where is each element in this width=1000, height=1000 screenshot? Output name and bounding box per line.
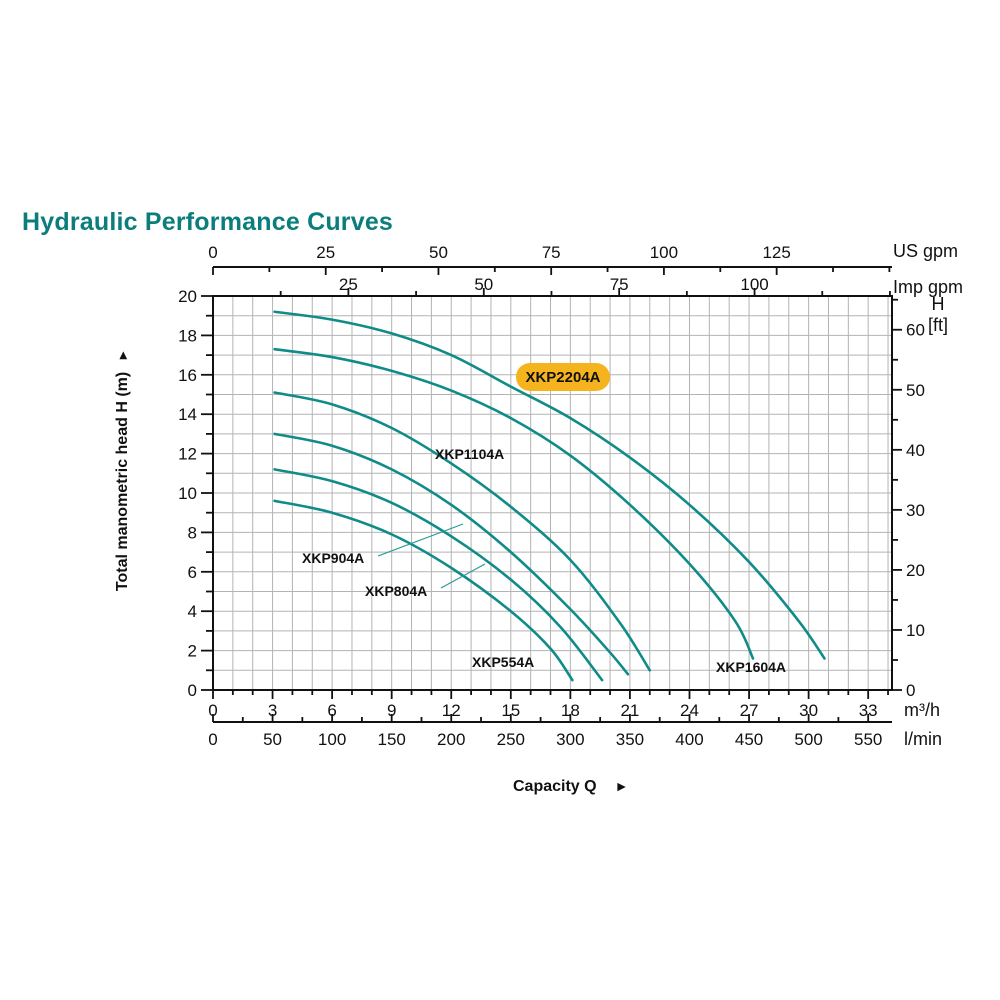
axis-unit-m3h: m³/h [904, 700, 940, 720]
tick-label-m3h: 24 [680, 701, 699, 720]
tick-label-h_m: 14 [178, 405, 197, 424]
tick-label-us_gpm: 125 [762, 243, 790, 262]
curve-xkp1604a [273, 347, 755, 660]
tick-label-imp_gpm: 75 [610, 275, 629, 294]
series-label-xkp1604a: XKP1604A [716, 659, 786, 675]
series-label-xkp804a: XKP804A [365, 583, 427, 599]
tick-label-h_ft: 0 [906, 681, 915, 700]
tick-label-us_gpm: 50 [429, 243, 448, 262]
right-axis-title: H [932, 294, 945, 314]
tick-label-h_ft: 40 [906, 441, 925, 460]
tick-label-lmin: 550 [854, 730, 882, 749]
axis-unit-imp_gpm: Imp gpm [893, 277, 963, 297]
plot-grid [213, 296, 892, 690]
y-axis-arrow-icon: ► [115, 349, 130, 362]
tick-label-lmin: 150 [377, 730, 405, 749]
curve-xkp804a [273, 468, 604, 682]
tick-label-m3h: 12 [442, 701, 461, 720]
tick-label-lmin: 450 [735, 730, 763, 749]
tick-label-us_gpm: 100 [650, 243, 678, 262]
right-axis-title: [ft] [928, 315, 948, 335]
tick-label-h_m: 16 [178, 366, 197, 385]
tick-label-h_m: 6 [188, 563, 197, 582]
tick-label-lmin: 500 [794, 730, 822, 749]
axis-unit-lmin: l/min [904, 729, 942, 749]
tick-label-m3h: 33 [859, 701, 878, 720]
curve-xkp904a [273, 432, 630, 676]
tick-label-lmin: 350 [616, 730, 644, 749]
tick-label-lmin: 200 [437, 730, 465, 749]
tick-label-m3h: 9 [387, 701, 396, 720]
curve-xkp554a [273, 499, 574, 682]
tick-label-lmin: 0 [208, 730, 217, 749]
curve-xkp1104a [273, 391, 652, 672]
tick-label-h_m: 18 [178, 326, 197, 345]
tick-label-m3h: 18 [561, 701, 580, 720]
axis-h_m [201, 295, 213, 691]
tick-label-h_ft: 50 [906, 381, 925, 400]
tick-label-us_gpm: 0 [208, 243, 217, 262]
series-label-xkp2204a: XKP2204A [525, 369, 600, 386]
tick-label-h_m: 10 [178, 484, 197, 503]
axis-imp_gpm [279, 288, 891, 296]
tick-label-m3h: 30 [799, 701, 818, 720]
x-axis-title: Capacity Q ► [513, 778, 628, 795]
series-label-xkp554a: XKP554A [472, 654, 534, 670]
tick-label-h_ft: 10 [906, 621, 925, 640]
tick-label-h_m: 12 [178, 445, 197, 464]
axis-us_gpm [212, 266, 892, 275]
tick-label-lmin: 400 [675, 730, 703, 749]
tick-label-us_gpm: 75 [542, 243, 561, 262]
tick-label-h_m: 8 [188, 523, 197, 542]
tick-label-lmin: 300 [556, 730, 584, 749]
tick-label-h_m: 4 [188, 602, 197, 621]
leader-line-xkp804a [440, 563, 486, 589]
tick-label-m3h: 15 [501, 701, 520, 720]
tick-label-m3h: 3 [268, 701, 277, 720]
tick-label-us_gpm: 25 [316, 243, 335, 262]
axis-h_ft [892, 298, 902, 691]
tick-label-h_ft: 20 [906, 561, 925, 580]
tick-label-h_ft: 30 [906, 501, 925, 520]
tick-label-h_ft: 60 [906, 321, 925, 340]
tick-label-h_m: 0 [188, 681, 197, 700]
axis-lmin [212, 714, 892, 723]
tick-label-lmin: 50 [263, 730, 282, 749]
y-axis-title: Total manometric head H (m)► [114, 349, 131, 591]
tick-label-m3h: 27 [740, 701, 759, 720]
tick-label-m3h: 0 [208, 701, 217, 720]
tick-label-imp_gpm: 100 [740, 275, 768, 294]
leader-line-xkp904a [377, 523, 464, 557]
tick-label-h_m: 2 [188, 642, 197, 661]
x-axis-arrow-icon: ► [615, 778, 629, 794]
tick-label-imp_gpm: 50 [474, 275, 493, 294]
tick-label-lmin: 100 [318, 730, 346, 749]
series-label-xkp1104a: XKP1104A [435, 446, 504, 462]
tick-label-h_m: 20 [178, 287, 197, 306]
tick-label-m3h: 6 [327, 701, 336, 720]
tick-label-imp_gpm: 25 [339, 275, 358, 294]
series-badge-xkp2204a [516, 363, 610, 391]
axis-unit-us_gpm: US gpm [893, 241, 958, 261]
tick-label-lmin: 250 [497, 730, 525, 749]
series-label-xkp904a: XKP904A [302, 550, 364, 566]
tick-label-m3h: 21 [620, 701, 639, 720]
chart-title: Hydraulic Performance Curves [22, 208, 394, 236]
axis-m3h [212, 690, 889, 699]
curve-xkp2204a [273, 310, 826, 660]
